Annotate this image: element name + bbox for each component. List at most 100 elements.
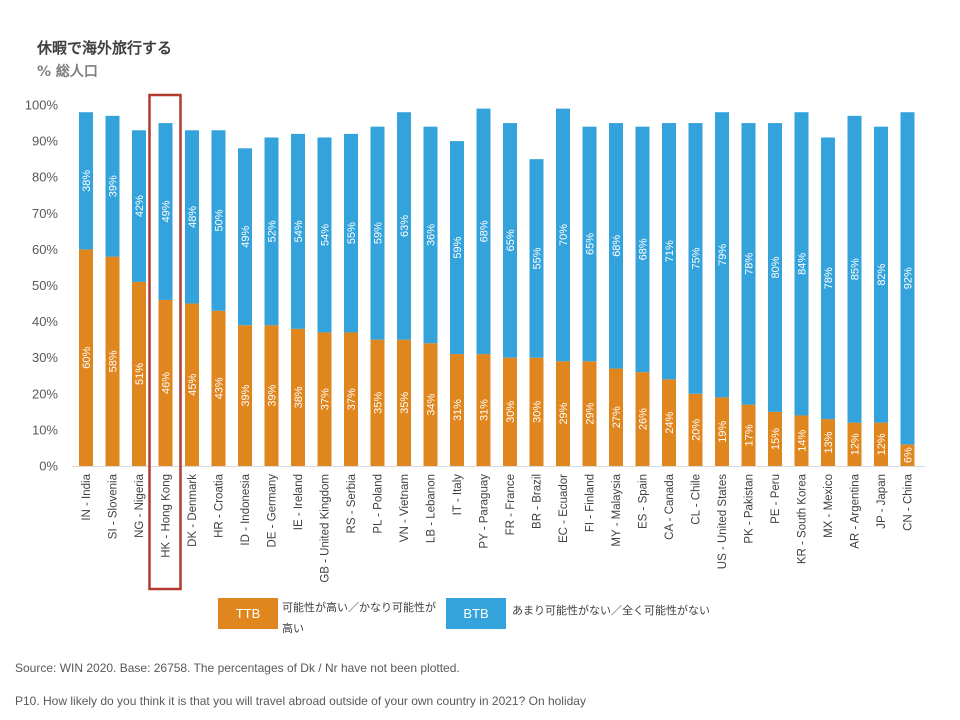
x-tick-label: RS - Serbia xyxy=(346,473,358,533)
x-tick-label: IE - Ireland xyxy=(293,474,305,530)
data-label-ttb: 31% xyxy=(479,399,491,421)
bar-btb xyxy=(158,123,173,300)
bar-btb xyxy=(423,126,438,344)
bar-ttb xyxy=(370,339,385,466)
data-label-ttb: 31% xyxy=(452,399,464,421)
bar-btb xyxy=(609,123,623,369)
data-label-ttb: 13% xyxy=(823,431,835,453)
bar-btb xyxy=(238,148,252,326)
data-label-btb: 54% xyxy=(320,224,332,246)
bar-ttb xyxy=(821,419,835,466)
data-label-ttb: 58% xyxy=(108,350,120,372)
y-tick-label: 30% xyxy=(32,350,58,365)
x-tick-label: PY - Paraguay xyxy=(479,474,491,549)
data-label-ttb: 43% xyxy=(214,377,226,399)
bar-btb xyxy=(291,133,305,329)
bar-btb xyxy=(582,126,597,362)
bar-ttb xyxy=(132,281,146,466)
data-label-btb: 68% xyxy=(479,220,491,242)
data-label-btb: 75% xyxy=(691,247,703,269)
x-tick-label: SI - Slovenia xyxy=(108,473,120,539)
data-label-ttb: 14% xyxy=(797,430,809,452)
x-tick-label: US - United States xyxy=(717,474,729,569)
data-label-ttb: 6% xyxy=(903,447,915,463)
stacked-bar-chart: 0% 10% 20% 30% 40% 50% 60% 70% 80% 90% 100% 60% 38%… xyxy=(25,93,925,591)
x-tick-label: ID - Indonesia xyxy=(240,473,252,545)
x-tick-label: IT - Italy xyxy=(452,474,464,516)
source-note: Source: WIN 2020. Base: 26758. The perce… xyxy=(15,661,460,675)
bar-ttb xyxy=(317,332,332,466)
data-label-btb: 92% xyxy=(903,267,915,289)
x-tick-label: CN - China xyxy=(903,473,915,530)
bar-ttb xyxy=(529,357,544,466)
x-tick-label: CL - Chile xyxy=(691,474,703,525)
data-label-btb: 85% xyxy=(850,258,862,280)
data-label-btb: 65% xyxy=(585,233,597,255)
x-tick-label: MX - Mexico xyxy=(823,474,835,538)
bar-btb xyxy=(317,137,332,333)
data-label-btb: 79% xyxy=(717,244,729,266)
data-label-ttb: 30% xyxy=(505,401,517,423)
data-label-ttb: 38% xyxy=(293,386,305,408)
data-label-ttb: 34% xyxy=(426,393,438,415)
data-label-ttb: 12% xyxy=(876,433,888,455)
legend-swatch-btb: BTB xyxy=(446,598,506,629)
x-tick-label: ES - Spain xyxy=(638,474,650,529)
data-label-btb: 59% xyxy=(452,236,464,258)
bar-btb xyxy=(185,130,199,304)
x-tick-label: DK - Denmark xyxy=(187,474,199,547)
legend-key-btb: BTB xyxy=(463,606,489,621)
y-tick-label: 20% xyxy=(32,386,58,401)
x-tick-label: NG - Nigeria xyxy=(134,473,146,538)
data-label-btb: 42% xyxy=(134,195,146,217)
bar-btb xyxy=(132,130,146,282)
bar-btb xyxy=(635,126,650,373)
x-tick-label: HK - Hong Kong xyxy=(161,474,173,558)
bar-ttb xyxy=(105,256,120,466)
data-label-ttb: 46% xyxy=(161,372,173,394)
bar-ttb xyxy=(158,299,173,466)
x-tick-label: PE - Peru xyxy=(770,474,782,524)
bar-btb xyxy=(529,159,544,358)
y-axis: 0% 10% 20% 30% 40% 50% 60% 70% 80% 90% 100% xyxy=(25,98,59,474)
y-tick-label: 60% xyxy=(32,242,58,257)
x-tick-label: GB - United Kingdom xyxy=(320,474,332,583)
x-tick-label: JP - Japan xyxy=(876,474,888,529)
bar-btb xyxy=(874,126,888,423)
bar-ttb xyxy=(450,354,464,466)
bar-ttb xyxy=(238,325,252,466)
bar-btb xyxy=(662,123,676,380)
data-label-btb: 48% xyxy=(187,206,199,228)
legend-label-ttb: 可能性が高い／かなり可能性が高い xyxy=(282,601,436,635)
bar-ttb xyxy=(741,404,756,466)
x-axis-labels: IN - India SI - Slovenia NG - Nigeria HK - … xyxy=(81,473,915,582)
x-tick-label: MY - Malaysia xyxy=(611,473,623,546)
data-label-ttb: 19% xyxy=(717,420,729,442)
data-label-btb: 39% xyxy=(108,175,120,197)
bar-ttb xyxy=(476,354,491,466)
bar-btb xyxy=(821,137,835,420)
data-label-ttb: 51% xyxy=(134,363,146,385)
bars: 60% 38% 58% 39% 51% 42% 46% 49% 45% 48% 43% 50% 39% 4… xyxy=(79,108,915,466)
data-label-btb: 82% xyxy=(876,263,888,285)
data-label-ttb: 29% xyxy=(558,402,570,424)
legend-swatch-ttb: TTB xyxy=(218,598,278,629)
x-tick-label: CA - Canada xyxy=(664,473,676,539)
data-label-ttb: 35% xyxy=(399,392,411,414)
data-label-ttb: 35% xyxy=(373,392,385,414)
bar-ttb xyxy=(768,411,782,466)
data-label-ttb: 24% xyxy=(664,411,676,433)
x-tick-label: HR - Croatia xyxy=(214,473,226,538)
data-label-ttb: 15% xyxy=(770,428,782,450)
bar-btb xyxy=(741,123,756,405)
x-tick-label: FR - France xyxy=(505,474,517,535)
bar-ttb xyxy=(291,328,305,466)
bar-btb xyxy=(847,115,862,423)
data-label-btb: 78% xyxy=(744,253,756,275)
bar-btb xyxy=(370,126,385,340)
data-label-btb: 63% xyxy=(399,215,411,237)
chart-subtitle: % 総人口 xyxy=(37,64,98,80)
bar-btb xyxy=(503,123,517,358)
bar-btb xyxy=(264,137,279,326)
data-label-btb: 55% xyxy=(532,247,544,269)
